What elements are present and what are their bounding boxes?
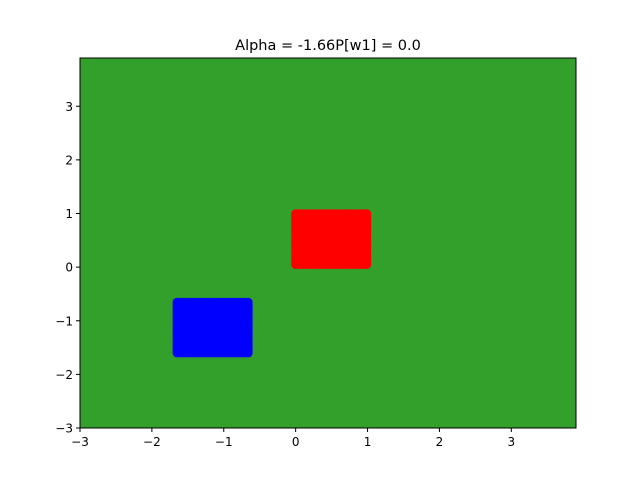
x-tick-label: 0 <box>292 435 300 449</box>
plot-frame <box>79 57 577 429</box>
y-tick-label: 1 <box>65 207 73 221</box>
y-tick-label: −3 <box>55 422 73 436</box>
chart-title: Alpha = -1.66P[w1] = 0.0 <box>235 38 421 54</box>
y-tick-label: −1 <box>55 314 73 328</box>
x-tick-label: −3 <box>71 435 89 449</box>
data-point <box>362 209 372 219</box>
x-axis: −3 −2 −1 0 1 2 3 <box>71 428 515 449</box>
data-point <box>243 297 253 307</box>
y-axis: −3 −2 −1 0 1 2 3 <box>55 100 80 436</box>
x-tick-label: 2 <box>436 435 444 449</box>
x-tick-label: 3 <box>507 435 515 449</box>
x-tick-label: −1 <box>215 435 233 449</box>
y-tick-label: −2 <box>55 368 73 382</box>
x-tick-label: −2 <box>143 435 161 449</box>
y-tick-label: 0 <box>65 261 73 275</box>
x-tick-label: 1 <box>364 435 372 449</box>
y-tick-label: 2 <box>65 153 73 167</box>
series-1 <box>172 297 253 358</box>
y-tick-label: 3 <box>65 100 73 114</box>
data-points <box>172 209 372 358</box>
series-0 <box>291 209 372 269</box>
